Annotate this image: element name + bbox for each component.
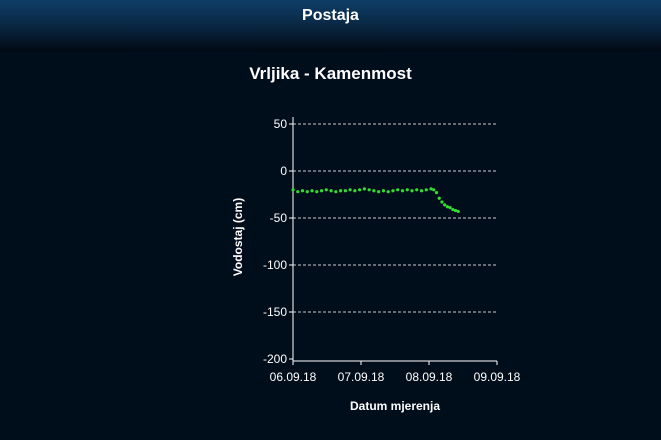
x-tick-label: 08.09.18 xyxy=(406,370,453,384)
data-point xyxy=(391,189,395,193)
data-point xyxy=(448,206,452,210)
x-tick-labels: 06.09.18 07.09.18 08.09.18 09.09.18 xyxy=(270,361,521,384)
y-tick-label: -50 xyxy=(270,211,288,225)
data-point xyxy=(429,187,433,191)
y-tick-label: -100 xyxy=(263,258,287,272)
axes xyxy=(292,117,497,362)
data-point xyxy=(443,203,447,207)
data-point xyxy=(353,189,357,193)
top-header: Postaja xyxy=(0,0,661,51)
x-tick-label: 06.09.18 xyxy=(270,370,317,384)
data-point xyxy=(432,188,436,192)
data-point xyxy=(453,208,458,213)
data-point xyxy=(415,188,419,192)
data-point xyxy=(410,189,414,193)
data-point xyxy=(377,190,381,194)
data-point xyxy=(440,200,444,204)
data-point xyxy=(358,188,362,192)
y-tick-labels: 50 0 -50 -100 -150 -200 xyxy=(263,117,287,366)
y-tick-label: -200 xyxy=(263,352,287,366)
data-point xyxy=(419,189,424,193)
data-point xyxy=(324,188,328,192)
data-points xyxy=(291,187,460,214)
data-point xyxy=(434,191,439,195)
data-point xyxy=(437,196,441,200)
main-panel: Vrljika - Kamenmost xyxy=(0,51,661,440)
y-tick-label: 0 xyxy=(280,164,287,178)
data-point xyxy=(362,187,366,191)
x-axis-title: Datum mjerenja xyxy=(350,399,440,413)
data-point xyxy=(396,188,400,192)
data-point xyxy=(451,207,455,212)
data-point xyxy=(329,189,333,193)
x-tick-label: 09.09.18 xyxy=(474,370,521,384)
station-title: Vrljika - Kamenmost xyxy=(249,64,412,83)
header-title: Postaja xyxy=(302,7,359,24)
data-point xyxy=(291,188,295,192)
data-point xyxy=(367,188,371,192)
data-point xyxy=(296,190,300,194)
data-point xyxy=(334,190,338,194)
x-tick-label: 07.09.18 xyxy=(338,370,385,384)
y-tick-label: -150 xyxy=(263,305,287,319)
y-tick-label: 50 xyxy=(274,117,288,131)
data-point xyxy=(424,188,428,192)
data-point xyxy=(386,190,390,194)
data-point xyxy=(339,189,343,193)
data-point xyxy=(315,190,319,194)
data-point xyxy=(400,189,405,193)
data-point xyxy=(348,188,352,192)
y-axis-title: Vodostaj (cm) xyxy=(231,198,245,276)
data-point xyxy=(372,189,376,193)
data-point xyxy=(343,189,347,193)
data-point xyxy=(310,189,314,193)
data-point xyxy=(456,209,460,214)
data-point xyxy=(445,205,449,209)
grid-lines xyxy=(289,123,497,360)
data-point xyxy=(405,188,409,192)
data-point xyxy=(319,189,324,193)
data-point xyxy=(381,189,386,193)
data-point xyxy=(305,190,309,194)
data-point xyxy=(300,189,305,193)
